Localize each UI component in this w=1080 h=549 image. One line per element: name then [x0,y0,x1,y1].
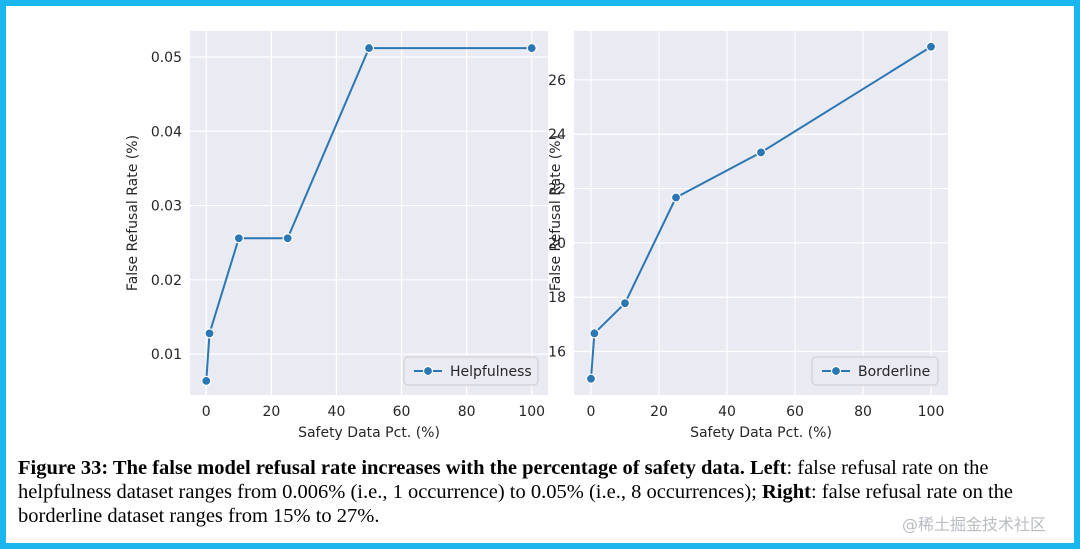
x-axis-label: Safety Data Pct. (%) [690,425,832,441]
y-tick-label: 0.04 [151,124,182,140]
x-tick-label: 100 [918,404,945,420]
x-tick-label: 20 [650,404,668,420]
chart-right: 0 20 40 60 80 100 16 18 20 22 24 26 Safety Data Pct.… [548,31,948,441]
caption-left-label: Left [750,457,787,479]
y-tick-label: 20 [548,236,566,252]
data-point [204,328,215,339]
legend-label: Borderline [858,364,930,380]
data-point [925,41,937,52]
chart-left: 0 20 40 60 80 100 0.01 0.02 0.03 0.04 0.05 Safety D… [125,31,548,441]
x-tick-label: 80 [458,404,476,420]
figure-page: 0 20 40 60 80 100 0.01 0.02 0.03 0.04 0.05 Safety D… [6,6,1074,543]
x-tick-label: 40 [718,404,736,420]
y-tick-label: 0.01 [151,347,182,363]
y-tick-label: 18 [548,290,566,306]
watermark: @稀土掘金技术社区 [902,515,1047,534]
data-point [585,373,597,384]
x-axis-label: Safety Data Pct. (%) [298,425,440,441]
data-point [282,233,293,244]
y-tick-label: 26 [548,73,566,89]
plot-background [574,31,948,395]
legend-marker [830,365,842,377]
y-axis-label: False Refusal Rate (%) [125,135,141,291]
x-tick-label: 20 [262,404,280,420]
plot-background [190,31,548,395]
x-tick-label: 0 [202,404,211,420]
data-point [201,375,212,386]
data-point [526,42,537,54]
data-point [363,42,375,54]
x-tick-label: 40 [328,404,346,420]
y-tick-label: 24 [548,127,566,143]
figure-charts: 0 20 40 60 80 100 0.01 0.02 0.03 0.04 0.05 Safety D… [125,31,948,441]
legend: Borderline [811,356,939,386]
series-line-helpfulness [205,47,532,381]
x-tick-label: 100 [518,404,545,420]
data-point [233,233,244,244]
data-point [619,298,631,309]
legend-marker [422,365,434,377]
caption-right-text: : false refusal rate on the borderline d… [18,481,1014,527]
legend-label: Helpfulness [450,364,532,380]
x-tick-label: 60 [393,404,411,420]
figure-caption: Figure 33: The false model refusal rate … [18,456,1068,528]
caption-figure-label: Figure 33: The false model refusal rate … [18,457,745,479]
caption-left-text: : false refusal rate on the helpfulness … [18,457,989,503]
caption-right-label: Right [761,481,811,503]
data-point [670,192,682,203]
x-tick-label: 80 [854,404,872,420]
y-tick-label: 0.02 [151,273,182,289]
data-point [589,328,600,339]
x-tick-label: 0 [587,404,596,420]
legend-box [811,356,939,386]
y-axis-label: False Refusal Rate (%) [548,135,564,291]
x-tick-label: 60 [786,404,804,420]
y-tick-label: 0.03 [151,199,182,215]
y-tick-label: 22 [548,182,566,198]
y-tick-label: 0.05 [151,50,182,66]
data-point [755,147,767,158]
y-tick-label: 16 [548,345,566,361]
legend-box [403,356,539,386]
legend: Helpfulness [403,356,539,386]
series-line-borderline [590,45,932,379]
